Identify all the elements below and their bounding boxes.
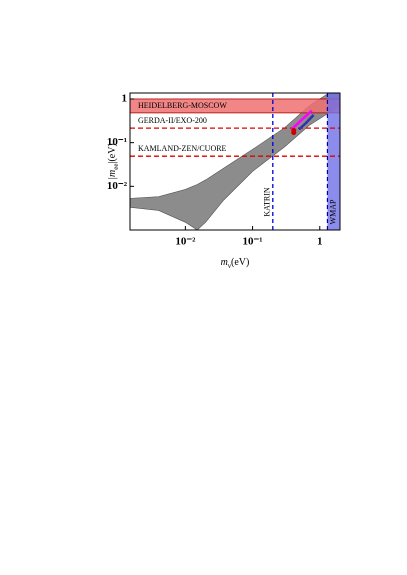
x-tick-label: 10⁻¹ (243, 236, 263, 248)
limit-label: GERDA-II/EXO-200 (138, 116, 207, 125)
excluded-band (130, 98, 340, 114)
point (291, 127, 297, 133)
curve (290, 109, 313, 131)
y-axis-label: |mee|(eV) (107, 143, 119, 180)
limit-label: KATRIN (263, 187, 272, 217)
curve (298, 114, 315, 131)
y-tick-label: 10⁻² (107, 180, 128, 192)
y-label-unit: |(eV) (107, 143, 118, 163)
x-label-unit: (eV) (231, 257, 249, 268)
plot (130, 93, 340, 230)
x-label-symbol: m (221, 257, 228, 268)
allowed-region (130, 93, 340, 230)
y-tick-label: 10⁻¹ (107, 136, 127, 148)
y-label-symbol: |m (107, 170, 118, 180)
y-tick-label: 1 (122, 93, 128, 105)
band-label: HEIDELBERG-MOSCOW (138, 101, 227, 110)
excluded-band (327, 93, 340, 230)
plot-frame (129, 92, 341, 231)
x-axis-label: mν(eV) (221, 257, 250, 269)
y-label-subscript: ee (112, 164, 120, 170)
limit-label: KAMLAND-ZEN/CUORE (138, 144, 227, 153)
x-label-subscript: ν (228, 262, 231, 270)
x-tick-label: 1 (317, 236, 323, 248)
x-tick-label: 10⁻² (175, 236, 196, 248)
band-label: WMAP (329, 199, 338, 224)
